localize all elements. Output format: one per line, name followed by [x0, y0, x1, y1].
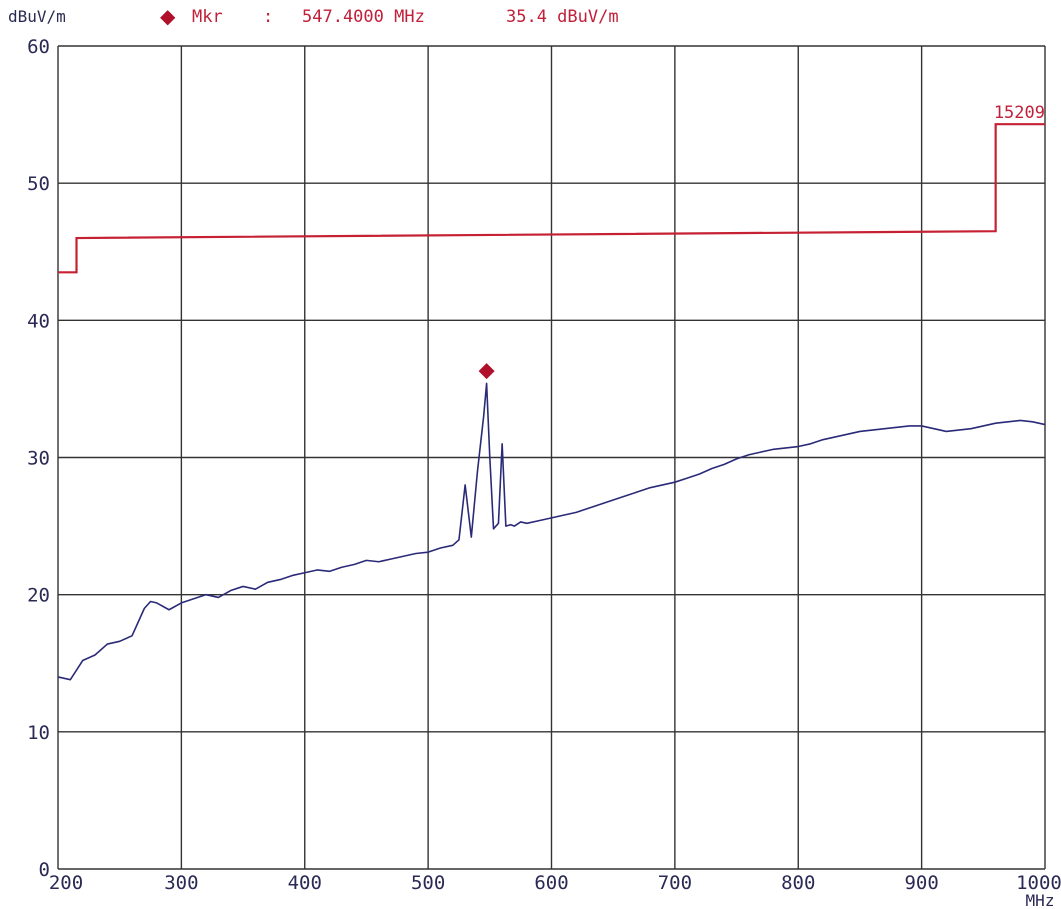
marker-diamond-icon — [478, 363, 495, 380]
y-tick-label: 10 — [27, 722, 50, 744]
x-tick-label: 200 — [49, 872, 83, 894]
y-tick-label: 30 — [27, 448, 50, 470]
limit-line-15209 — [58, 123, 1045, 274]
x-tick-label: 900 — [904, 872, 938, 894]
x-axis-ticks: 200 300 400 500 600 700 800 900 1000 — [49, 872, 1061, 894]
x-unit-label: MHz — [1026, 891, 1055, 909]
y-tick-label: 50 — [27, 173, 50, 195]
y-axis-ticks: 0 10 20 30 40 50 60 — [27, 36, 50, 881]
y-unit-label: dBuV/m — [8, 7, 66, 26]
marker-icon: ◆ — [160, 4, 176, 28]
measurement-trace — [57, 382, 1046, 681]
y-tick-label: 20 — [27, 585, 50, 607]
marker-level: 35.4 dBuV/m — [506, 7, 619, 27]
x-tick-label: 1000 — [1016, 872, 1061, 894]
x-tick-label: 300 — [164, 872, 198, 894]
x-tick-label: 500 — [411, 872, 445, 894]
y-tick-label: 40 — [27, 310, 50, 332]
marker-frequency: 547.4000 MHz — [302, 7, 425, 27]
x-tick-label: 700 — [658, 872, 692, 894]
y-tick-label: 60 — [27, 36, 50, 58]
x-tick-label: 400 — [288, 872, 322, 894]
marker-readout-separator: : — [263, 7, 273, 27]
x-tick-label: 600 — [534, 872, 568, 894]
limit-line-label: 15209 — [994, 103, 1045, 123]
marker-readout-label: Mkr — [192, 7, 223, 27]
y-tick-label: 0 — [39, 859, 50, 881]
x-tick-label: 800 — [781, 872, 815, 894]
grid — [57, 45, 1046, 870]
